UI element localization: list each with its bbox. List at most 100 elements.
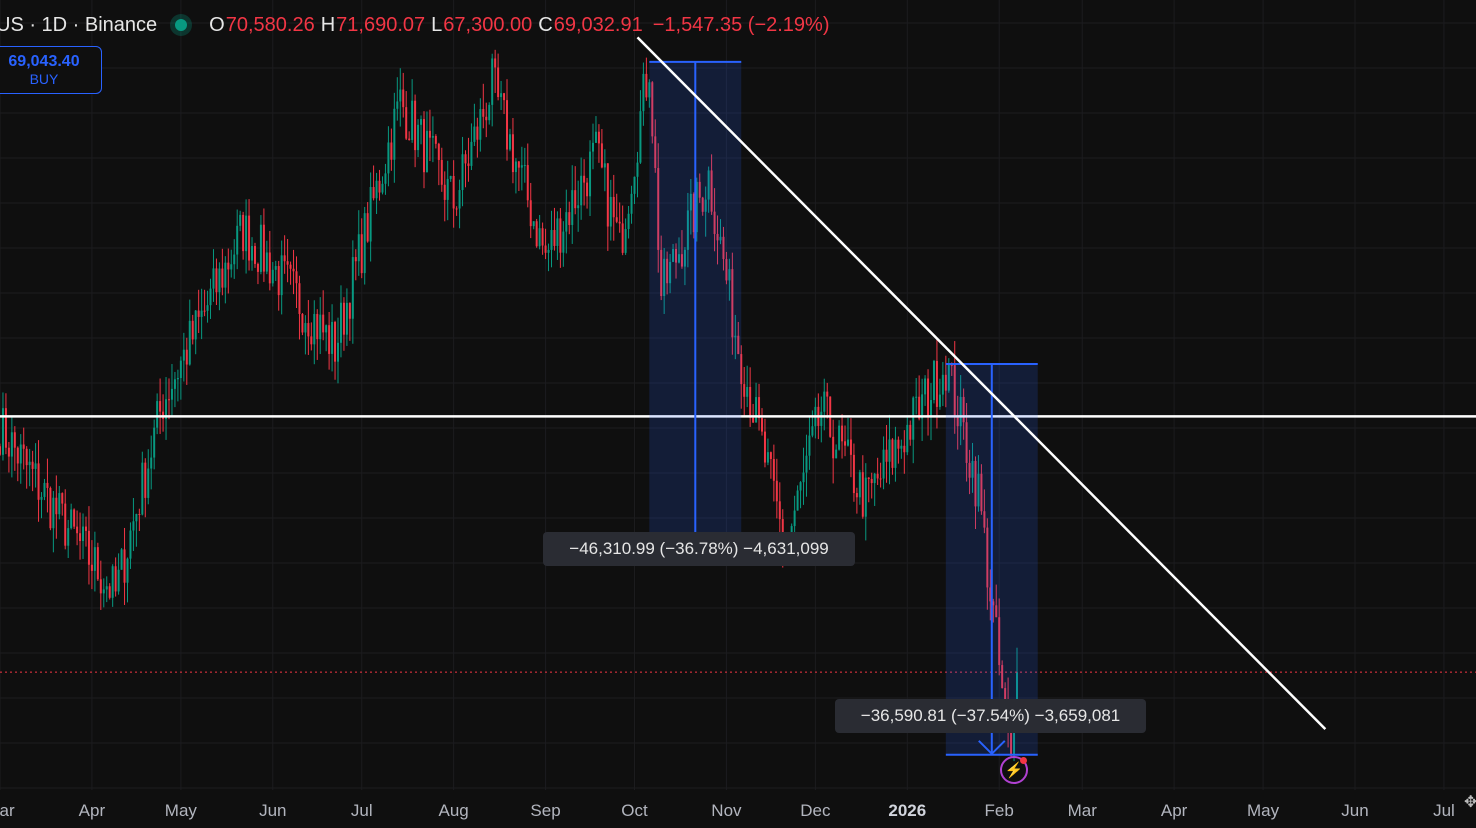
candle-body: [503, 93, 506, 101]
close-label: C: [538, 13, 553, 36]
x-axis: Mar Apr May Jun Jul Aug Sep Oct Nov Dec 2026 Feb Mar…: [0, 801, 1455, 820]
candle-body: [233, 254, 236, 265]
candle-body: [165, 399, 168, 419]
candle-body: [188, 320, 191, 365]
candle-body: [289, 264, 292, 269]
candle-body: [633, 176, 636, 194]
crosshair-icon[interactable]: ✥: [1464, 794, 1476, 811]
candle-body: [304, 323, 307, 333]
candle-body: [52, 497, 55, 529]
candle-body: [212, 268, 215, 289]
candle-body: [870, 478, 873, 484]
x-tick-label: Apr: [1161, 801, 1188, 820]
candle-body: [245, 215, 248, 252]
candle-body: [571, 190, 574, 225]
candle-body: [921, 394, 924, 419]
candle-body: [470, 141, 473, 166]
candle-body: [381, 183, 384, 193]
candle-body: [345, 302, 348, 335]
measurement-label-2: −36,590.81 (−37.54%) −3,659,081: [835, 699, 1146, 733]
candle-body: [221, 268, 224, 288]
candle-body: [758, 397, 761, 419]
candle-body: [348, 302, 351, 319]
x-tick-label: Aug: [439, 801, 469, 820]
close-value: 69,032.91: [553, 13, 643, 36]
candles: [0, 49, 1018, 762]
candle-body: [1013, 715, 1016, 756]
candle-body: [396, 101, 399, 109]
lightning-icon[interactable]: ⚡: [1000, 756, 1028, 784]
candle-body: [203, 310, 206, 312]
candle-body: [778, 501, 781, 520]
candle-body: [331, 321, 334, 354]
candle-body: [342, 302, 345, 335]
candle-body: [132, 521, 135, 531]
buy-label: BUY: [29, 71, 59, 87]
candle-body: [156, 401, 159, 428]
candle-body: [96, 547, 99, 580]
candle-body: [82, 526, 85, 542]
candle-body: [606, 163, 609, 227]
candle-body: [90, 564, 93, 571]
candle-body: [974, 460, 977, 507]
candle-body: [835, 449, 838, 459]
candle-body: [259, 224, 262, 272]
candle-body: [49, 487, 52, 529]
candle-body: [648, 82, 651, 98]
measurement-tool-1: [649, 60, 742, 558]
candle-body: [852, 454, 855, 494]
candle-body: [55, 497, 58, 515]
candle-body: [790, 526, 793, 538]
candle-body: [867, 477, 870, 479]
candle-body: [983, 511, 986, 528]
candle-body: [144, 462, 147, 498]
x-tick-label: May: [165, 801, 198, 820]
candle-body: [408, 138, 411, 140]
candle-body: [13, 432, 16, 448]
candle-body: [464, 154, 467, 164]
candle-body: [76, 526, 79, 534]
candle-body: [268, 252, 271, 284]
candle-body: [761, 418, 764, 432]
candle-body: [592, 142, 594, 152]
open-value: 70,580.26: [225, 13, 315, 36]
candle-body: [600, 143, 603, 168]
candle-body: [514, 161, 517, 173]
candle-body: [811, 426, 814, 436]
buy-button[interactable]: 69,043.40 BUY: [0, 46, 102, 94]
candle-body: [580, 175, 583, 206]
candle-body: [461, 154, 464, 191]
x-tick-label: Feb: [985, 801, 1014, 820]
candle-body: [669, 261, 672, 284]
candle-body: [431, 136, 434, 138]
candle-body: [849, 439, 852, 455]
candle-body: [861, 472, 864, 517]
candle-body: [390, 142, 393, 160]
candle-body: [120, 549, 123, 570]
candle-body: [725, 259, 728, 281]
x-tick-label: Jul: [351, 801, 373, 820]
candle-body: [642, 73, 645, 112]
candle-body: [494, 58, 497, 68]
candle-body: [251, 246, 254, 261]
candle-body: [612, 196, 615, 218]
candle-body: [170, 388, 173, 400]
candle-body: [722, 236, 725, 260]
candle-body: [1010, 732, 1013, 756]
candle-body: [743, 384, 746, 397]
x-tick-label: Jun: [1341, 801, 1368, 820]
candle-body: [479, 109, 482, 140]
candle-body: [286, 261, 289, 265]
candle-body: [654, 136, 657, 169]
symbol-title[interactable]: US · 1D · Binance: [0, 13, 158, 36]
candle-body: [938, 394, 941, 407]
candle-body: [873, 473, 876, 484]
candle-body: [363, 213, 366, 274]
candle-body: [179, 360, 182, 379]
candle-body: [586, 182, 589, 197]
candle-body: [224, 262, 227, 288]
candle-body: [855, 493, 858, 498]
candle-body: [1001, 665, 1004, 689]
candle-body: [734, 335, 737, 338]
